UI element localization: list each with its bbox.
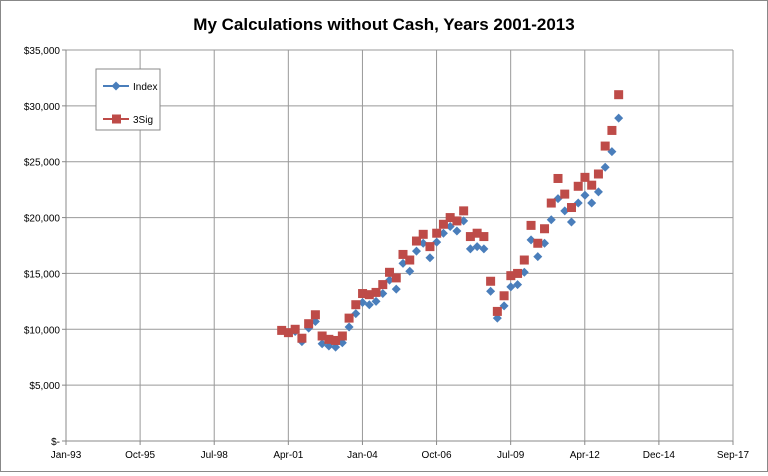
chart-title: My Calculations without Cash, Years 2001… <box>193 15 574 34</box>
point-3sig <box>533 238 543 248</box>
point-3sig <box>405 255 415 265</box>
point-3sig <box>364 290 374 300</box>
point-3sig <box>344 313 354 323</box>
x-tick-label: Jul-09 <box>497 450 525 461</box>
y-tick-label: $5,000 <box>29 381 60 392</box>
point-3sig <box>310 310 320 320</box>
legend-label: 3Sig <box>133 115 153 126</box>
point-3sig <box>566 203 576 213</box>
point-3sig <box>277 325 287 335</box>
point-3sig <box>445 213 455 223</box>
point-3sig <box>580 172 590 182</box>
point-3sig <box>297 333 307 343</box>
point-3sig <box>452 216 462 226</box>
x-tick-label: Jan-04 <box>347 450 378 461</box>
point-3sig <box>560 189 570 199</box>
point-index <box>344 322 354 332</box>
point-index <box>452 226 462 236</box>
point-3sig <box>546 198 556 208</box>
point-index <box>587 198 597 208</box>
point-3sig <box>499 291 509 301</box>
point-3sig <box>411 236 421 246</box>
legend-label: Index <box>133 82 157 93</box>
point-index <box>566 217 576 227</box>
y-tick-label: $25,000 <box>24 158 61 169</box>
point-3sig <box>331 335 341 345</box>
x-tick-label: Jan-93 <box>51 450 82 461</box>
point-3sig <box>337 331 347 341</box>
point-index <box>506 282 516 292</box>
point-3sig <box>351 300 361 310</box>
point-3sig <box>358 289 368 299</box>
point-3sig <box>398 249 408 259</box>
point-3sig <box>290 324 300 334</box>
y-tick-label: $20,000 <box>24 214 61 225</box>
point-3sig <box>513 268 523 278</box>
x-tick-label: Sep-17 <box>717 450 750 461</box>
legend-marker-index <box>111 81 121 91</box>
point-3sig <box>600 141 610 151</box>
point-3sig <box>432 228 442 238</box>
y-tick-label: $- <box>51 437 60 448</box>
point-3sig <box>540 224 550 234</box>
y-tick-label: $10,000 <box>24 325 61 336</box>
point-3sig <box>492 306 502 316</box>
point-3sig <box>553 173 563 183</box>
point-3sig <box>479 232 489 242</box>
point-index <box>533 252 543 262</box>
point-index <box>486 286 496 296</box>
x-tick-label: Dec-14 <box>643 450 676 461</box>
point-3sig <box>418 229 428 239</box>
point-index <box>425 253 435 263</box>
point-index <box>479 244 489 254</box>
point-3sig <box>371 287 381 297</box>
point-3sig <box>607 125 617 135</box>
point-3sig <box>587 180 597 190</box>
x-tick-label: Oct-06 <box>422 450 452 461</box>
point-index <box>465 244 475 254</box>
point-3sig <box>438 219 448 229</box>
y-tick-label: $35,000 <box>24 46 61 57</box>
point-index <box>411 246 421 256</box>
point-3sig <box>324 334 334 344</box>
point-3sig <box>472 228 482 238</box>
y-tick-label: $15,000 <box>24 269 61 280</box>
y-tick-label: $30,000 <box>24 102 61 113</box>
point-3sig <box>526 220 536 230</box>
x-tick-label: Apr-01 <box>273 450 303 461</box>
x-tick-label: Oct-95 <box>125 450 155 461</box>
point-3sig <box>283 328 293 338</box>
point-3sig <box>425 242 435 252</box>
point-3sig <box>385 267 395 277</box>
legend: Index 3Sig <box>95 68 161 131</box>
point-3sig <box>378 280 388 290</box>
point-index <box>546 215 556 225</box>
point-3sig <box>519 255 529 265</box>
x-tick-label: Jul-98 <box>201 450 229 461</box>
point-3sig <box>391 273 401 283</box>
point-index <box>391 284 401 294</box>
point-3sig <box>573 181 583 191</box>
point-index <box>580 190 590 200</box>
point-3sig <box>459 206 469 216</box>
point-3sig <box>465 232 475 242</box>
point-3sig <box>506 271 516 281</box>
point-3sig <box>614 90 624 100</box>
point-index <box>472 242 482 252</box>
point-index <box>614 113 624 123</box>
point-index <box>513 280 523 290</box>
point-index <box>405 266 415 276</box>
point-3sig <box>486 276 496 286</box>
point-index <box>364 300 374 310</box>
point-3sig <box>304 319 314 329</box>
x-tick-label: Apr-12 <box>570 450 600 461</box>
point-3sig <box>593 169 603 179</box>
legend-marker-3sig <box>112 114 121 124</box>
point-3sig <box>317 331 327 341</box>
